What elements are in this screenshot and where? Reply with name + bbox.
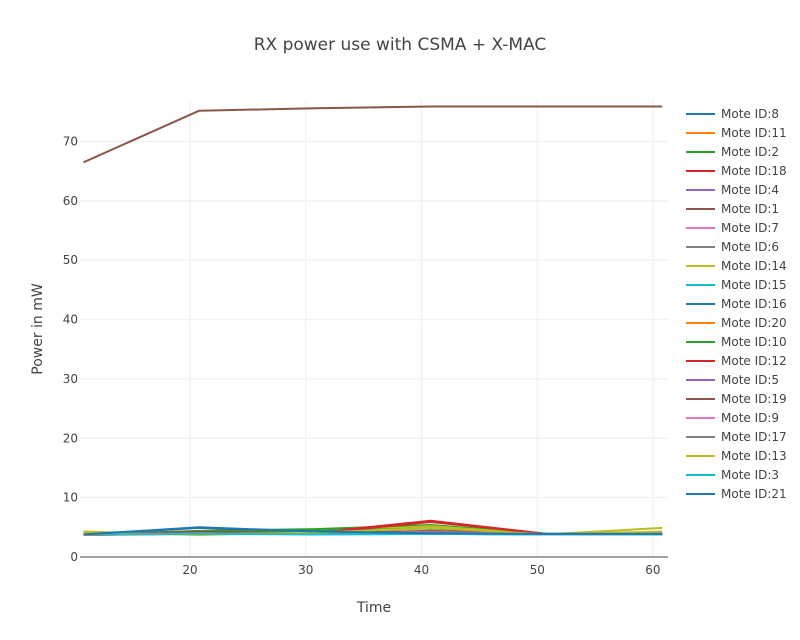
legend-item[interactable]: Mote ID:14: [686, 259, 787, 273]
legend-item[interactable]: Mote ID:8: [686, 107, 779, 121]
x-tick-label: 30: [298, 563, 313, 577]
legend-label: Mote ID:9: [721, 411, 779, 425]
legend-label: Mote ID:4: [721, 183, 779, 197]
legend-label: Mote ID:13: [721, 449, 787, 463]
x-tick-label: 40: [414, 563, 429, 577]
y-axis-title: Power in mW: [30, 283, 46, 375]
legend-label: Mote ID:8: [721, 107, 779, 121]
series-line-mote-id-21: [83, 526, 663, 536]
chart-title: RX power use with CSMA + X-MAC: [254, 35, 547, 55]
legend-label: Mote ID:19: [721, 392, 787, 406]
legend-item[interactable]: Mote ID:13: [686, 449, 787, 463]
legend-item[interactable]: Mote ID:5: [686, 373, 779, 387]
legend-label: Mote ID:2: [721, 145, 779, 159]
x-tick-label: 60: [645, 563, 660, 577]
ticks: 0 10 20 30 40 50 60 70 20 30 40 50 60: [63, 135, 661, 577]
series-lines: [83, 105, 663, 536]
y-tick-label: 60: [63, 194, 78, 208]
legend-label: Mote ID:6: [721, 240, 779, 254]
legend-item[interactable]: Mote ID:20: [686, 316, 787, 330]
y-tick-label: 30: [63, 372, 78, 386]
legend-item[interactable]: Mote ID:17: [686, 430, 787, 444]
legend-item[interactable]: Mote ID:6: [686, 240, 779, 254]
grid: [80, 100, 668, 557]
legend-label: Mote ID:7: [721, 221, 779, 235]
legend-label: Mote ID:3: [721, 468, 779, 482]
legend-label: Mote ID:17: [721, 430, 787, 444]
y-tick-label: 70: [63, 135, 78, 149]
legend-label: Mote ID:21: [721, 487, 787, 501]
y-tick-label: 10: [63, 491, 78, 505]
legend-item[interactable]: Mote ID:1: [686, 202, 779, 216]
legend-label: Mote ID:10: [721, 335, 787, 349]
legend-label: Mote ID:1: [721, 202, 779, 216]
y-tick-label: 20: [63, 431, 78, 445]
legend-item[interactable]: Mote ID:10: [686, 335, 787, 349]
legend-label: Mote ID:18: [721, 164, 787, 178]
legend-item[interactable]: Mote ID:4: [686, 183, 779, 197]
legend-item[interactable]: Mote ID:15: [686, 278, 787, 292]
series-line-mote-id-1: [83, 105, 663, 164]
y-tick-label: 0: [70, 550, 78, 564]
legend-item[interactable]: Mote ID:12: [686, 354, 787, 368]
legend-label: Mote ID:16: [721, 297, 787, 311]
x-tick-label: 50: [530, 563, 545, 577]
legend-item[interactable]: Mote ID:2: [686, 145, 779, 159]
legend-item[interactable]: Mote ID:7: [686, 221, 779, 235]
legend-item[interactable]: Mote ID:3: [686, 468, 779, 482]
legend-item[interactable]: Mote ID:19: [686, 392, 787, 406]
legend-item[interactable]: Mote ID:16: [686, 297, 787, 311]
y-tick-label: 50: [63, 253, 78, 267]
legend-label: Mote ID:11: [721, 126, 787, 140]
legend-label: Mote ID:20: [721, 316, 787, 330]
x-tick-label: 20: [182, 563, 197, 577]
legend[interactable]: Mote ID:8 Mote ID:11 Mote ID:2 Mote ID:18 Mo…: [686, 107, 787, 501]
legend-item[interactable]: Mote ID:21: [686, 487, 787, 501]
legend-label: Mote ID:14: [721, 259, 787, 273]
legend-label: Mote ID:5: [721, 373, 779, 387]
legend-item[interactable]: Mote ID:11: [686, 126, 787, 140]
legend-item[interactable]: Mote ID:18: [686, 164, 787, 178]
legend-label: Mote ID:12: [721, 354, 787, 368]
y-tick-label: 40: [63, 313, 78, 327]
legend-label: Mote ID:15: [721, 278, 787, 292]
legend-item[interactable]: Mote ID:9: [686, 411, 779, 425]
x-axis-title: Time: [356, 600, 391, 616]
